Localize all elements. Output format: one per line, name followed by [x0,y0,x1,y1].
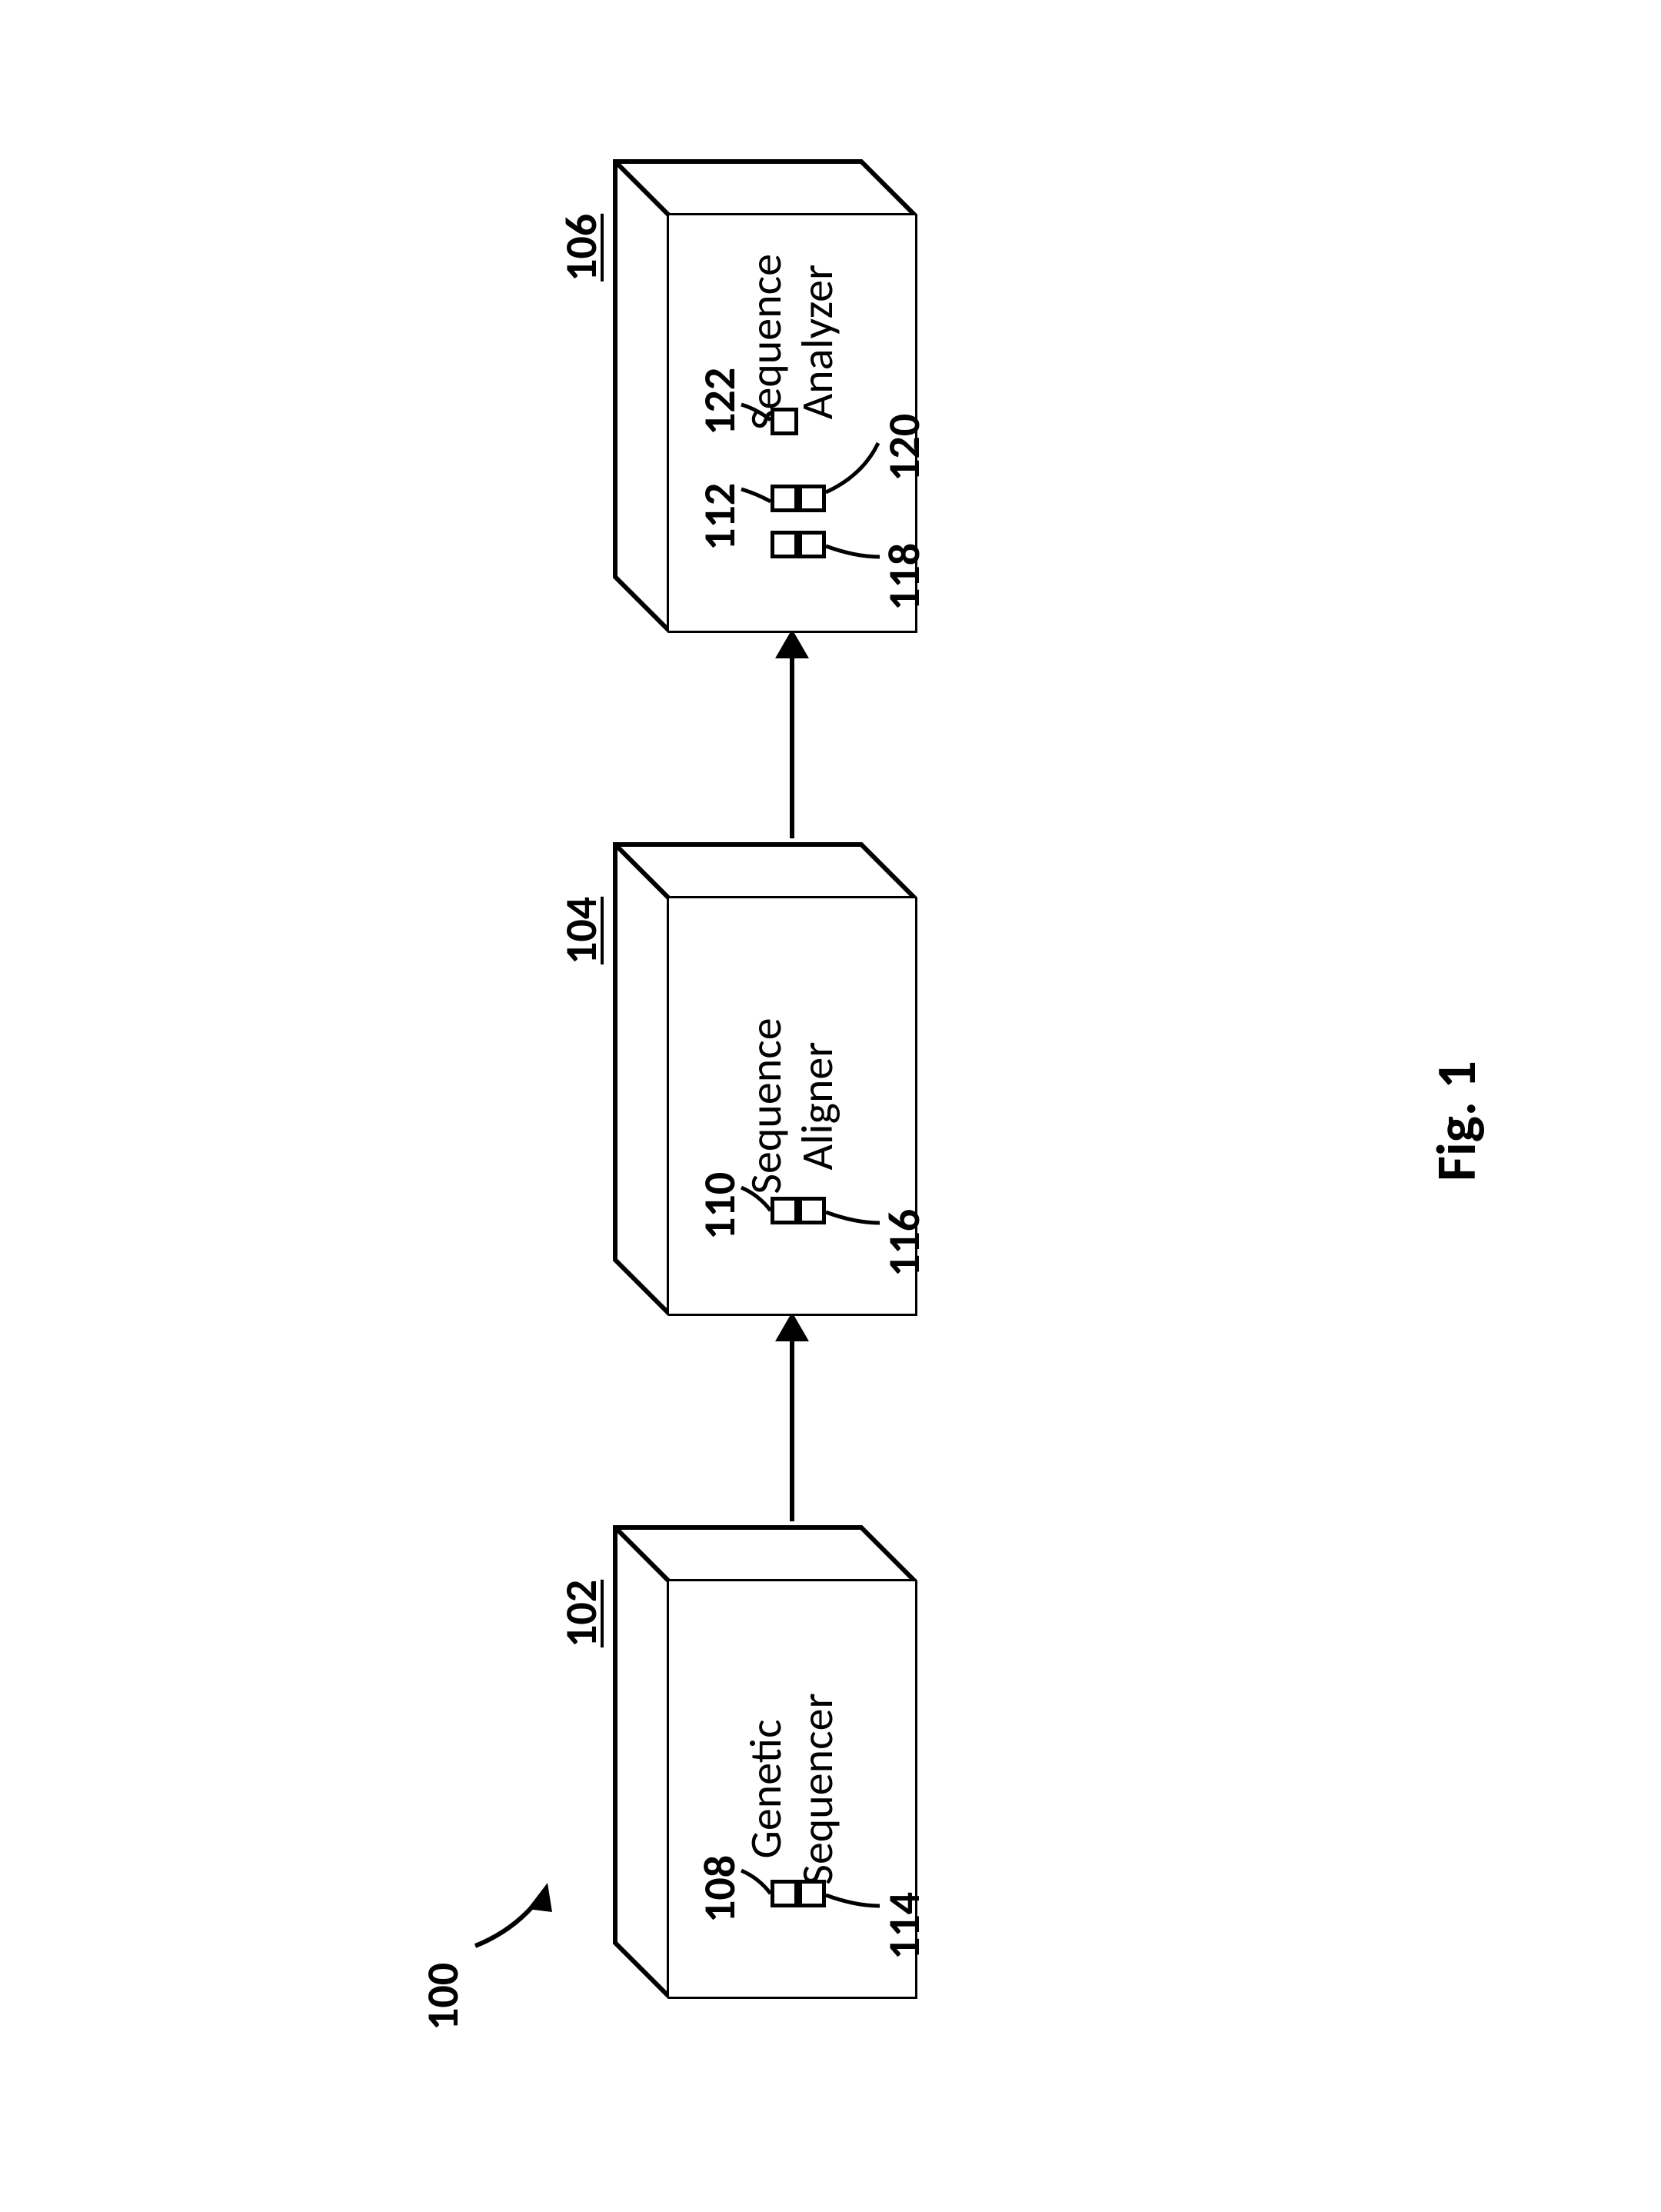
ref-122-arrow [740,389,778,428]
ref-112: 112 [692,483,747,551]
box-alg-title: Sequence Aligner [741,1018,843,1194]
ref-112-arrow [740,474,778,512]
arrow-1-head [775,1312,809,1341]
port-alg-bot [798,1197,826,1224]
ref-110-arrow [740,1180,778,1218]
ref-108: 108 [692,1855,747,1923]
box-seq-ref: 102 [554,1580,608,1647]
figure-label: Fig. 1 [1423,1061,1490,1181]
arrow-2 [790,654,794,838]
ref-114-arrow [824,1872,886,1911]
ref-122: 122 [692,368,747,435]
ref-108-arrow [740,1863,778,1901]
diagram-stage: 100 Genetic Sequencer 102 108 [0,0,1661,2212]
overall-ref-arrow [468,1861,560,1954]
port-anl-2-bot [798,485,826,512]
box-alg-ref: 104 [554,897,608,964]
port-anl-1-bot [798,531,826,558]
box-anl-ref: 106 [554,214,608,281]
arrow-2-head [775,629,809,658]
ref-116-arrow [824,1189,886,1228]
arrow-1 [790,1337,794,1521]
ref-120-arrow [824,429,886,498]
ref-118-arrow [824,523,886,561]
port-anl-1-top [771,531,798,558]
port-seq-bot [798,1880,826,1907]
overall-ref: 100 [415,1963,470,2030]
ref-110: 110 [692,1172,747,1240]
box-seq-title: Genetic Sequencer [741,1693,843,1884]
